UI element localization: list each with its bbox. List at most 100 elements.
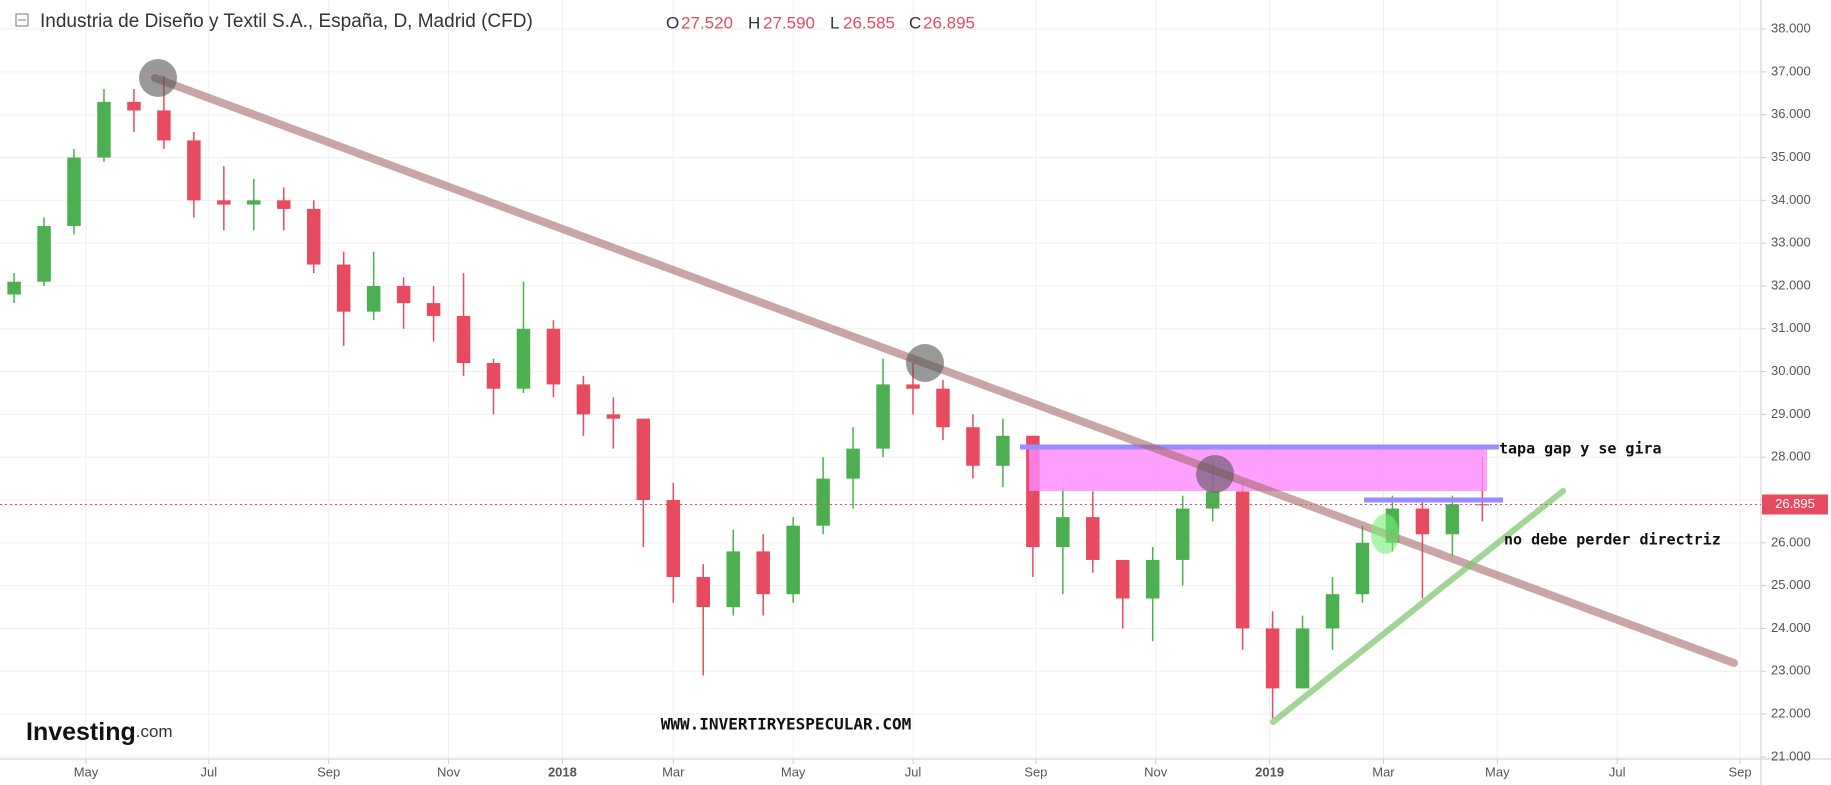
watermark: WWW.INVERTIRYESPECULAR.COM [661, 715, 911, 734]
y-tick-label: 23.000 [1771, 663, 1811, 678]
x-tick-label: Mar [662, 764, 685, 779]
last-price-box [1762, 494, 1828, 515]
candle-body [7, 281, 21, 295]
y-tick-label: 22.000 [1771, 705, 1811, 720]
candle-body [37, 226, 51, 282]
candle-body [366, 285, 381, 312]
grid [0, 0, 1761, 759]
candle-body [1056, 517, 1070, 548]
candle-body [486, 363, 501, 389]
ohlc-value: 27.590 [763, 13, 815, 32]
ohlc-value: 26.585 [843, 13, 895, 32]
drawings [139, 59, 1738, 725]
candle-body [1205, 491, 1220, 509]
candle-body [1145, 559, 1160, 599]
x-tick-label: Jul [905, 764, 922, 779]
ohlc-value: 27.520 [681, 13, 733, 32]
y-tick-label: 25.000 [1771, 577, 1811, 592]
y-tick-label: 29.000 [1771, 406, 1811, 421]
candle-body [1415, 508, 1430, 535]
x-tick-label: May [74, 764, 99, 779]
candle-body [846, 448, 860, 479]
candle-body [187, 140, 201, 201]
candle-body [217, 200, 231, 205]
candle-body [606, 414, 621, 419]
logo: Investing.com [26, 718, 173, 746]
candle-body [277, 200, 291, 209]
y-tick-label: 37.000 [1771, 63, 1811, 78]
x-tick-label: Sep [1728, 764, 1751, 779]
x-tick-label: Nov [437, 764, 461, 779]
candle-body [636, 418, 651, 501]
y-tick-label: 28.000 [1771, 449, 1811, 464]
touch-marker [1196, 455, 1234, 493]
ohlc-key: L [830, 13, 839, 32]
y-tick-label: 38.000 [1771, 21, 1811, 36]
candle-body [1445, 504, 1460, 535]
breakout-marker [1371, 514, 1399, 554]
x-tick-label: Jul [1609, 764, 1626, 779]
x-tick-label: 2018 [548, 764, 577, 779]
candle-body [696, 577, 711, 608]
candle-body [756, 551, 770, 595]
support-trendline [1270, 488, 1566, 725]
y-tick-label: 36.000 [1771, 106, 1811, 121]
touch-marker [139, 59, 177, 97]
candle-body [127, 101, 141, 111]
candle-body [456, 315, 471, 364]
x-tick-label: Jul [201, 764, 218, 779]
x-tick-label: May [781, 764, 806, 779]
candle-body [396, 285, 411, 304]
y-tick-label: 21.000 [1771, 748, 1811, 763]
candle-body [1235, 491, 1250, 629]
candle-body [516, 328, 531, 389]
chart-title: Industria de Diseño y Textil S.A., Españ… [40, 11, 533, 32]
x-tick-label: Sep [1024, 764, 1047, 779]
candle-body [1175, 508, 1190, 560]
collapse-icon[interactable] [15, 13, 29, 27]
ohlc-key: C [909, 13, 921, 32]
candle-body [67, 157, 81, 227]
candle-body [786, 525, 800, 595]
candle-body [1295, 628, 1310, 689]
candle-body [336, 264, 351, 312]
candle-body [936, 388, 950, 428]
last-price-label: 26.895 [1775, 496, 1815, 511]
candle-body [1475, 504, 1490, 506]
candle-body [1355, 542, 1370, 595]
candle-body [426, 303, 441, 316]
x-tick-label: Nov [1144, 764, 1168, 779]
annotation: tapa gap y se gira [1499, 440, 1662, 458]
ohlc-key: H [748, 13, 760, 32]
x-tick-label: May [1485, 764, 1510, 779]
x-tick-label: 2019 [1255, 764, 1284, 779]
y-tick-label: 34.000 [1771, 192, 1811, 207]
candle-body [906, 384, 920, 389]
candle-body [1325, 594, 1340, 629]
candle-body [306, 208, 321, 265]
y-tick-label: 33.000 [1771, 235, 1811, 250]
y-tick-label: 26.000 [1771, 534, 1811, 549]
candle-body [666, 500, 681, 578]
y-tick-label: 35.000 [1771, 149, 1811, 164]
candle-body [816, 478, 830, 526]
candles [7, 76, 1490, 719]
candle-body [576, 384, 591, 415]
candle-body [966, 427, 980, 466]
candle-body [97, 101, 111, 158]
candle-body [546, 328, 561, 385]
ohlc-key: O [666, 13, 679, 32]
y-tick-label: 30.000 [1771, 363, 1811, 378]
logo-name: Investing [26, 718, 136, 746]
x-tick-label: Sep [317, 764, 340, 779]
x-tick-label: Mar [1372, 764, 1395, 779]
y-tick-label: 31.000 [1771, 320, 1811, 335]
candle-body [726, 551, 740, 608]
annotation: no debe perder directriz [1504, 531, 1721, 549]
candle-body [1116, 559, 1130, 599]
candle-body [996, 435, 1010, 466]
y-tick-label: 24.000 [1771, 620, 1811, 635]
candle-body [157, 110, 171, 141]
candle-body [1265, 628, 1280, 689]
